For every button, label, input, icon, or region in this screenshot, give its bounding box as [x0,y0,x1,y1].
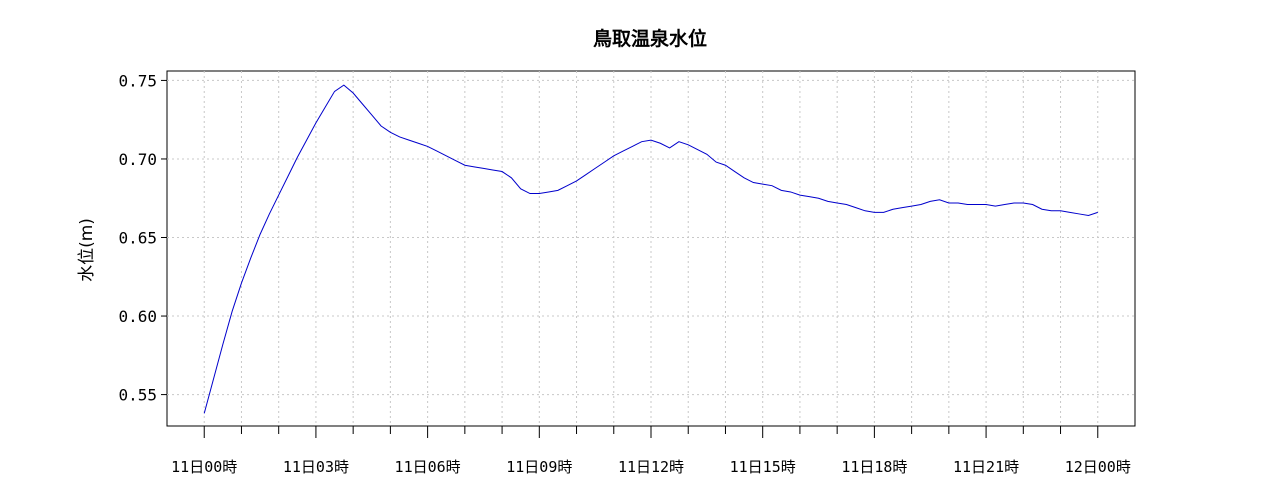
series-line-water-level [203,84,1098,414]
y-tick-label: 0.55 [118,386,157,405]
chart-title: 鳥取温泉水位 [593,27,707,50]
y-axis-tick-labels: 0.55 0.60 0.65 0.70 0.75 [118,71,157,404]
x-tick-label: 11日12時 [618,458,684,476]
y-tick-label: 0.60 [118,307,157,326]
x-tick-label: 11日09時 [506,458,572,476]
x-tick-label: 12日00時 [1065,458,1131,476]
axis-ticks [161,79,1099,438]
x-tick-label: 11日00時 [171,458,237,476]
grid-lines [167,71,1135,426]
x-axis-tick-labels: 11日00時 11日03時 11日06時 11日09時 11日12時 11日15時 11日1… [171,458,1131,476]
x-tick-label: 11日18時 [841,458,907,476]
x-tick-label: 11日21時 [953,458,1019,476]
x-tick-label: 11日06時 [395,458,461,476]
y-tick-label: 0.75 [118,71,157,90]
x-tick-label: 11日15時 [730,458,796,476]
y-tick-label: 0.65 [118,229,157,248]
y-tick-label: 0.70 [118,150,157,169]
y-axis-label: 水位(m) [77,218,97,282]
x-tick-label: 11日03時 [283,458,349,476]
